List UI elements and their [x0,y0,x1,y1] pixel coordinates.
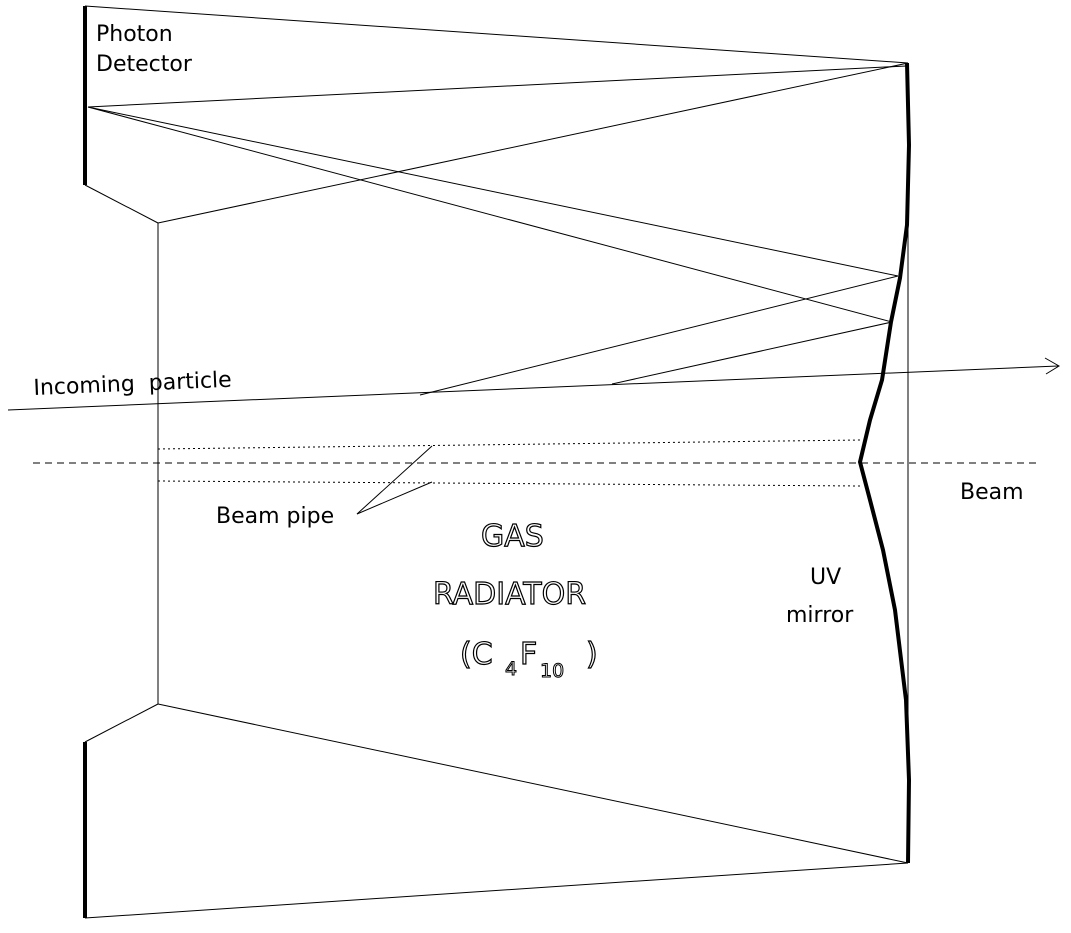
beam-pipe-label: Beam pipe [216,504,335,529]
beam-pipe [157,439,861,487]
upper-cone-line [157,62,909,224]
beam-pipe-lower [157,480,861,487]
lower-cone-line [157,703,909,864]
particle-track-line [7,365,1059,411]
ray-emission-2 [611,321,893,385]
formula-f: F [519,637,538,672]
uv-mirror [857,62,912,864]
lower-flange-slant [84,703,159,743]
formula-subscript-10: 10 [539,660,565,682]
vessel-outline [84,5,909,919]
photon-detector-label-line2: Detector [96,52,192,77]
beam-pipe-leaders [356,445,433,515]
uv-label: UV [810,565,842,590]
vessel-bottom-edge [84,862,909,919]
beam-pipe-upper [157,439,861,450]
ray-reflect-2 [87,106,893,323]
leader-upper [356,445,433,515]
mirror-label: mirror [786,603,854,628]
ray-emission-1 [419,275,899,396]
ray-reflect-1 [87,106,899,277]
arrow-head-icon [1044,357,1060,375]
formula-subscript-4: 4 [504,658,518,680]
formula-open: (C [459,637,493,672]
particle-track [7,357,1060,411]
photon-rays [87,65,907,396]
vessel-top-edge [84,5,909,64]
leader-lower [356,481,433,515]
formula-close: ) [585,637,598,672]
gas-label: GAS [480,519,544,554]
beam-label: Beam [960,480,1024,505]
upper-flange-slant [84,184,159,224]
ray-upper [87,65,907,108]
radiator-label: RADIATOR [432,577,587,612]
photon-detector-label-line1: Photon [96,22,173,47]
